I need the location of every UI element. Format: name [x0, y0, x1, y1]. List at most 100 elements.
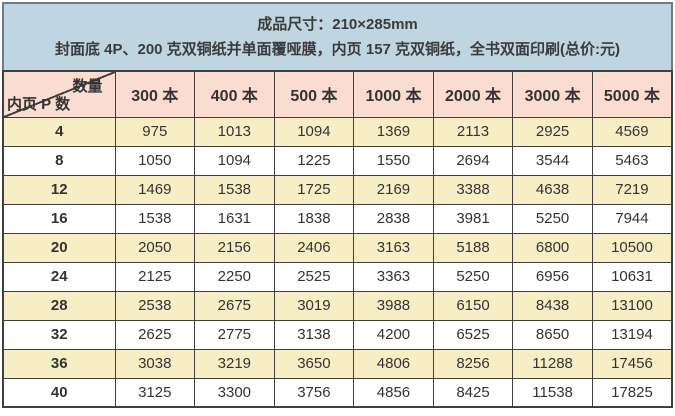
- price-cell: 2838: [353, 203, 434, 234]
- price-cell: 1725: [273, 174, 355, 205]
- table-row: 28 2538 2675 3019 3988 6150 8438 13100: [2, 290, 673, 321]
- price-cell: 7944: [591, 203, 673, 234]
- price-cell: 1094: [194, 145, 275, 176]
- price-cell: 1050: [114, 145, 196, 176]
- price-cell: 3363: [353, 261, 434, 292]
- price-cell: 2625: [114, 319, 196, 350]
- price-cell: 3756: [273, 377, 355, 408]
- price-cell: 8425: [432, 377, 514, 408]
- price-cell: 4806: [353, 348, 434, 379]
- price-cell: 5250: [432, 261, 514, 292]
- price-cell: 3650: [273, 348, 355, 379]
- price-cell: 2675: [194, 290, 275, 321]
- price-cell: 1631: [194, 203, 275, 234]
- column-header-2000: 2000 本: [432, 70, 514, 118]
- column-header-row: 数量 内页 P 数 300 本 400 本 500 本 1000 本 2000 …: [2, 70, 673, 118]
- price-cell: 3038: [114, 348, 196, 379]
- price-cell: 3163: [353, 232, 434, 263]
- price-cell: 2925: [512, 116, 593, 147]
- spec-header: 成品尺寸：210×285mm 封面底 4P、200 克双铜纸并单面覆哑膜，内页 …: [2, 2, 673, 70]
- row-header-pages: 32: [2, 319, 116, 350]
- price-cell: 1369: [353, 116, 434, 147]
- row-header-pages: 24: [2, 261, 116, 292]
- price-cell: 2525: [273, 261, 355, 292]
- price-cell: 1538: [194, 174, 275, 205]
- price-cell: 1469: [114, 174, 196, 205]
- column-header-5000: 5000 本: [591, 70, 673, 118]
- price-cell: 1538: [114, 203, 196, 234]
- column-header-400: 400 本: [194, 70, 275, 118]
- row-header-pages: 36: [2, 348, 116, 379]
- column-header-500: 500 本: [273, 70, 355, 118]
- price-cell: 5250: [512, 203, 593, 234]
- price-cell: 5188: [432, 232, 514, 263]
- price-cell: 1550: [353, 145, 434, 176]
- price-cell: 5463: [591, 145, 673, 176]
- table-row: 16 1538 1631 1838 2838 3981 5250 7944: [2, 203, 673, 234]
- row-header-pages: 40: [2, 377, 116, 408]
- price-cell: 1094: [273, 116, 355, 147]
- price-cell: 3219: [194, 348, 275, 379]
- price-cell: 2169: [353, 174, 434, 205]
- price-cell: 3300: [194, 377, 275, 408]
- row-header-pages: 16: [2, 203, 116, 234]
- price-cell: 1225: [273, 145, 355, 176]
- price-cell: 2538: [114, 290, 196, 321]
- price-cell: 8438: [512, 290, 593, 321]
- price-cell: 6800: [512, 232, 593, 263]
- spec-line-size: 成品尺寸：210×285mm: [257, 16, 418, 33]
- price-cell: 4200: [353, 319, 434, 350]
- price-cell: 1838: [273, 203, 355, 234]
- table-row: 32 2625 2775 3138 4200 6525 8650 13194: [2, 319, 673, 350]
- corner-label-quantity: 数量: [72, 78, 103, 95]
- price-cell: 10500: [591, 232, 673, 263]
- price-cell: 975: [114, 116, 196, 147]
- table-row: 12 1469 1538 1725 2169 3388 4638 7219: [2, 174, 673, 205]
- price-cell: 4569: [591, 116, 673, 147]
- price-cell: 3138: [273, 319, 355, 350]
- table-row: 24 2125 2250 2525 3363 5250 6956 10631: [2, 261, 673, 292]
- price-cell: 3988: [353, 290, 434, 321]
- price-cell: 2156: [194, 232, 275, 263]
- price-cell: 17825: [591, 377, 673, 408]
- price-cell: 13194: [591, 319, 673, 350]
- row-header-pages: 4: [2, 116, 116, 147]
- column-header-1000: 1000 本: [353, 70, 434, 118]
- table-row: 20 2050 2156 2406 3163 5188 6800 10500: [2, 232, 673, 263]
- corner-cell: 数量 内页 P 数: [2, 70, 116, 118]
- price-cell: 2250: [194, 261, 275, 292]
- price-cell: 11288: [512, 348, 593, 379]
- price-cell: 4856: [353, 377, 434, 408]
- price-cell: 2694: [432, 145, 514, 176]
- price-cell: 2406: [273, 232, 355, 263]
- price-cell: 6956: [512, 261, 593, 292]
- price-cell: 2125: [114, 261, 196, 292]
- price-cell: 8650: [512, 319, 593, 350]
- price-cell: 3981: [432, 203, 514, 234]
- price-cell: 6150: [432, 290, 514, 321]
- table-row: 36 3038 3219 3650 4806 8256 11288 17456: [2, 348, 673, 379]
- price-cell: 2113: [432, 116, 514, 147]
- price-cell: 8256: [432, 348, 514, 379]
- corner-label-pages: 内页 P 数: [7, 95, 71, 113]
- price-cell: 4638: [512, 174, 593, 205]
- row-header-pages: 28: [2, 290, 116, 321]
- price-cell: 3125: [114, 377, 196, 408]
- row-header-pages: 20: [2, 232, 116, 263]
- price-cell: 2050: [114, 232, 196, 263]
- price-cell: 3388: [432, 174, 514, 205]
- price-cell: 3019: [273, 290, 355, 321]
- price-cell: 7219: [591, 174, 673, 205]
- price-cell: 3544: [512, 145, 593, 176]
- table-row: 4 975 1013 1094 1369 2113 2925 4569: [2, 116, 673, 147]
- column-header-3000: 3000 本: [512, 70, 593, 118]
- row-header-pages: 12: [2, 174, 116, 205]
- table-row: 8 1050 1094 1225 1550 2694 3544 5463: [2, 145, 673, 176]
- price-cell: 13100: [591, 290, 673, 321]
- price-cell: 6525: [432, 319, 514, 350]
- price-table: 数量 内页 P 数 300 本 400 本 500 本 1000 本 2000 …: [2, 70, 673, 408]
- row-header-pages: 8: [2, 145, 116, 176]
- price-cell: 17456: [591, 348, 673, 379]
- column-header-300: 300 本: [114, 70, 196, 118]
